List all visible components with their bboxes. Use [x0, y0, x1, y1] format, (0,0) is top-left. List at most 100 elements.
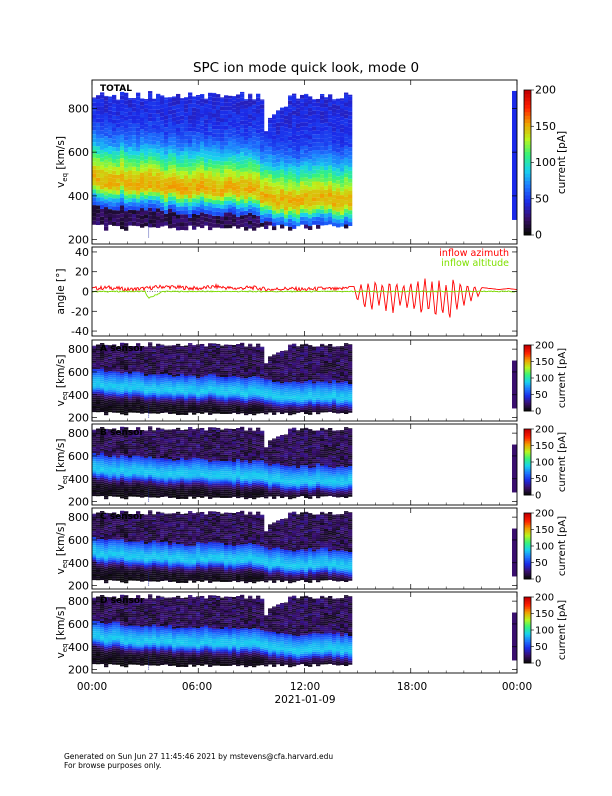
- heatmap-cell: [300, 158, 304, 162]
- heatmap-cell: [128, 376, 132, 378]
- heatmap-cell: [236, 377, 240, 379]
- colorbar-segment: [524, 192, 531, 196]
- heatmap-cell: [128, 178, 132, 182]
- heatmap-cell: [136, 183, 140, 187]
- heatmap-cell: [156, 185, 160, 189]
- heatmap-cell: [312, 348, 316, 350]
- heatmap-cell: [240, 380, 244, 382]
- heatmap-cell: [320, 373, 324, 375]
- heatmap-cell: [208, 390, 212, 392]
- heatmap-cell: [316, 130, 320, 134]
- heatmap-cell: [312, 390, 316, 392]
- heatmap-cell: [184, 148, 188, 152]
- heatmap-cell: [208, 159, 212, 163]
- heatmap-cell: [244, 183, 248, 187]
- heatmap-cell: [124, 378, 128, 380]
- heatmap-cell: [128, 476, 132, 478]
- heatmap-cell: [300, 396, 304, 398]
- heatmap-cell: [276, 209, 280, 213]
- heatmap-cell: [296, 222, 300, 226]
- heatmap-cell: [212, 196, 216, 200]
- heatmap-cell: [168, 367, 172, 369]
- heatmap-cell: [328, 398, 332, 400]
- heatmap-cell: [264, 408, 268, 410]
- heatmap-cell: [96, 441, 100, 443]
- heatmap-cell: [204, 376, 208, 378]
- heatmap-cell: [228, 212, 232, 216]
- heatmap-cell: [192, 351, 196, 353]
- heatmap-cell: [216, 346, 220, 348]
- heatmap-cell: [228, 146, 232, 150]
- heatmap-cell: [196, 364, 200, 366]
- heatmap-cell: [296, 394, 300, 396]
- heatmap-cell: [232, 355, 236, 357]
- heatmap-cell: [104, 485, 108, 487]
- heatmap-cell: [108, 355, 112, 357]
- heatmap-cell: [212, 149, 216, 153]
- heatmap-cell: [100, 375, 104, 377]
- heatmap-cell: [124, 493, 128, 495]
- heatmap-cell: [208, 96, 212, 100]
- heatmap-cell: [120, 470, 124, 472]
- heatmap-cell: [300, 107, 304, 111]
- heatmap-cell: [220, 224, 224, 228]
- heatmap-cell: [112, 143, 116, 147]
- heatmap-cell: [304, 173, 308, 177]
- heatmap-cell: [140, 216, 144, 220]
- heatmap-cell: [252, 227, 256, 231]
- heatmap-cell: [348, 394, 352, 396]
- heatmap-cell: [176, 368, 180, 370]
- heatmap-cell: [344, 406, 348, 408]
- heatmap-cell: [176, 211, 180, 215]
- heatmap-cell: [220, 381, 224, 383]
- heatmap-cell: [332, 353, 336, 355]
- heatmap-cell: [132, 486, 136, 488]
- heatmap-cell: [108, 392, 112, 394]
- heatmap-cell: [220, 161, 224, 165]
- heatmap-cell: [216, 407, 220, 409]
- heatmap-cell: [228, 389, 232, 391]
- heatmap-cell: [244, 409, 248, 411]
- heatmap-cell: [252, 136, 256, 140]
- heatmap-cell: [196, 384, 200, 386]
- heatmap-cell: [168, 146, 172, 150]
- heatmap-cell: [240, 393, 244, 395]
- heatmap-cell: [284, 372, 288, 374]
- heatmap-cell: [264, 209, 268, 213]
- heatmap-cell: [196, 395, 200, 397]
- heatmap-cell: [192, 359, 196, 361]
- heatmap-cell: [124, 358, 128, 360]
- heatmap-cell: [224, 395, 228, 397]
- heatmap-cell: [256, 192, 260, 196]
- heatmap-cell: [128, 104, 132, 108]
- heatmap-cell: [232, 374, 236, 376]
- heatmap-cell: [320, 402, 324, 404]
- heatmap-cell: [324, 146, 328, 150]
- heatmap-cell: [128, 484, 132, 486]
- heatmap-cell: [96, 205, 100, 209]
- heatmap-cell: [224, 345, 228, 347]
- heatmap-cell: [116, 452, 120, 454]
- heatmap-cell: [128, 394, 132, 396]
- heatmap-cell: [264, 135, 268, 139]
- heatmap-cell: [92, 467, 96, 469]
- heatmap-cell: [152, 401, 156, 403]
- heatmap-cell: [148, 180, 152, 184]
- heatmap-cell: [136, 96, 140, 100]
- heatmap-cell: [216, 200, 220, 204]
- heatmap-cell: [288, 164, 292, 168]
- heatmap-cell: [124, 446, 128, 448]
- heatmap-cell: [340, 360, 344, 362]
- heatmap-cell: [264, 217, 268, 221]
- heatmap-cell: [196, 211, 200, 215]
- heatmap-cell: [132, 374, 136, 376]
- heatmap-cell: [172, 137, 176, 141]
- heatmap-cell: [288, 191, 292, 195]
- heatmap-cell: [340, 356, 344, 358]
- heatmap-cell: [108, 189, 112, 193]
- heatmap-cell: [92, 390, 96, 392]
- heatmap-cell: [184, 163, 188, 167]
- heatmap-cell: [312, 158, 316, 162]
- heatmap-cell: [172, 401, 176, 403]
- heatmap-cell: [348, 357, 352, 359]
